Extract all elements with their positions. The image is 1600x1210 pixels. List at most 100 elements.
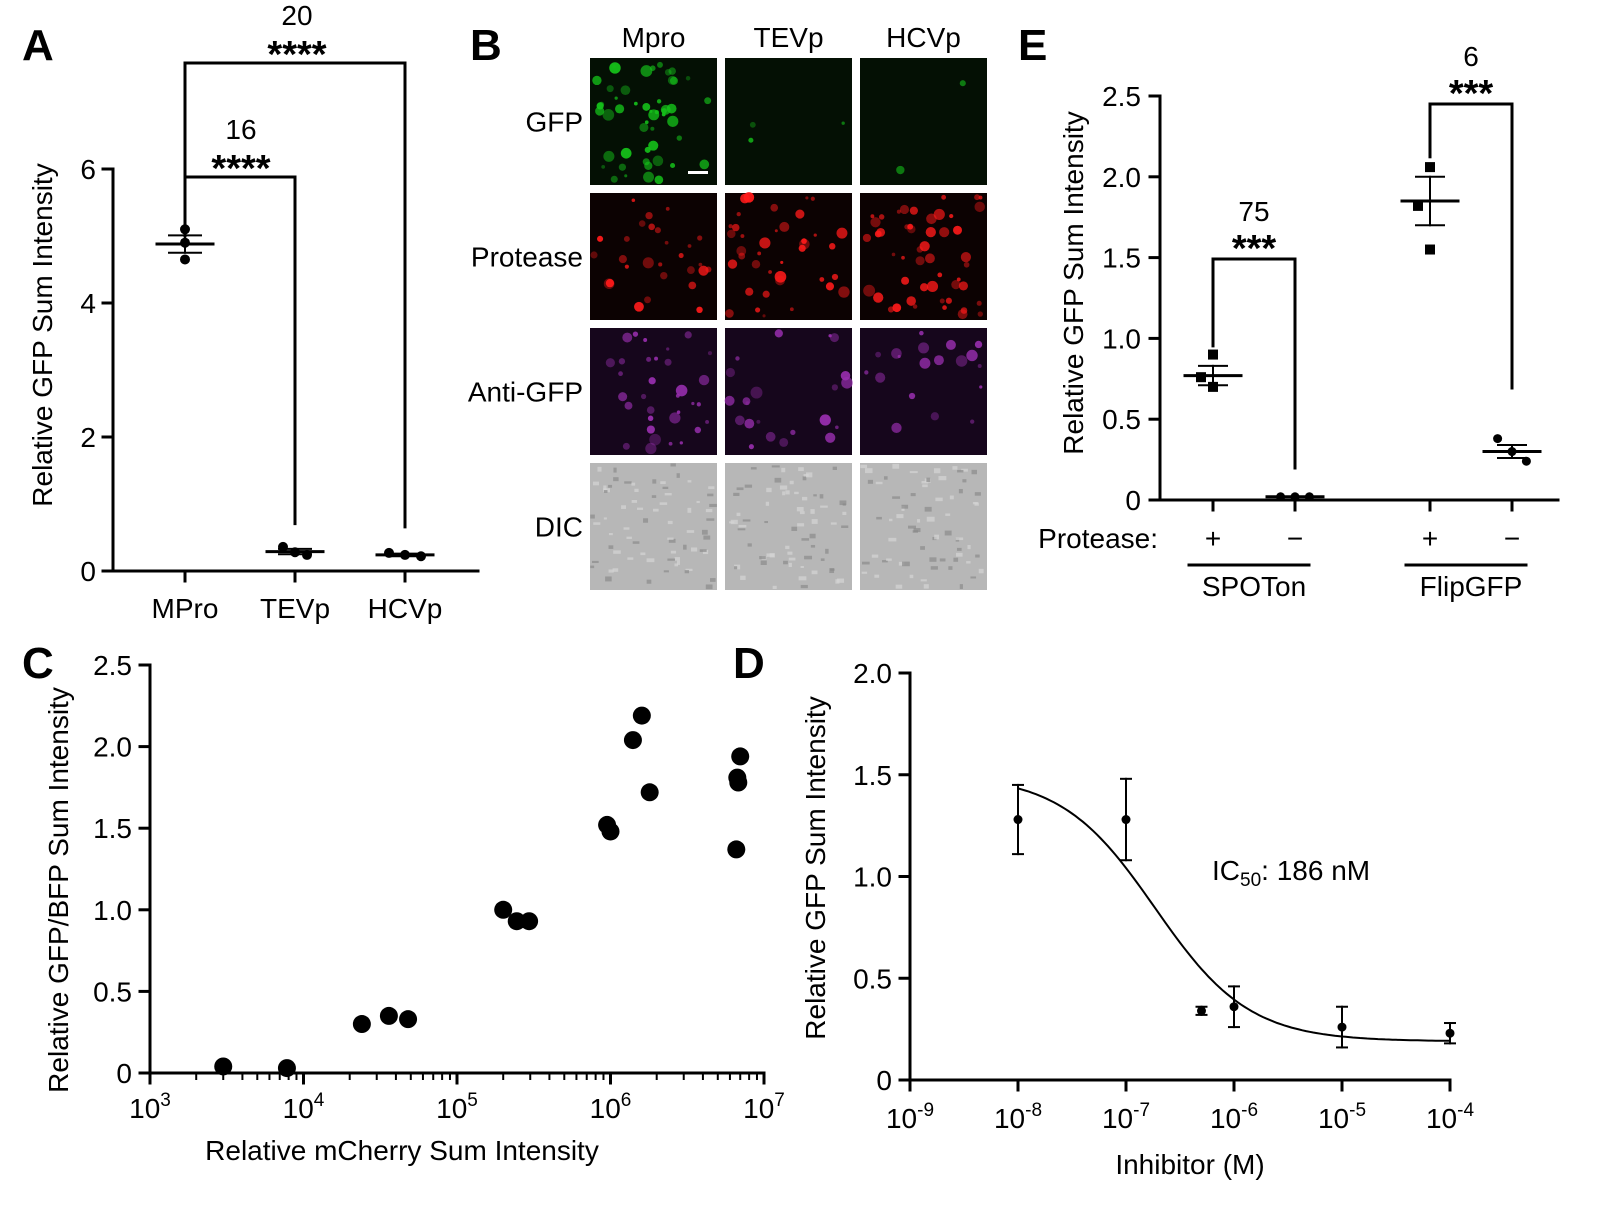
panel-b-dic-texture: [766, 487, 772, 493]
panel-b-dic-texture: [703, 535, 711, 540]
panel-b-dic-texture: [920, 579, 927, 582]
panel-b-image-gfp-mpro: [590, 58, 717, 185]
panel-b-cell-signal: [638, 220, 646, 227]
panel-b-cell-signal: [745, 401, 750, 406]
panel-b-cell-signal: [960, 307, 968, 314]
panel-b-dic-texture: [955, 537, 964, 541]
panel-c-x-tick-label-exp: 4: [314, 1090, 325, 1111]
panel-d-x-axis-label: Inhibitor (M): [1115, 1149, 1264, 1180]
panel-b-cell-signal: [963, 261, 970, 268]
panel-b-dic-texture: [729, 521, 735, 524]
panel-b-dic-texture: [592, 481, 599, 486]
panel-b-cell-signal: [798, 244, 806, 252]
panel-b-dic-texture: [771, 465, 780, 468]
panel-b-dic-texture: [591, 560, 599, 564]
panel-b-cell-signal: [755, 307, 761, 313]
panel-b-letter: B: [470, 21, 502, 70]
panel-b-cell-signal: [647, 415, 654, 422]
panel-b-dic-texture: [883, 476, 888, 480]
panel-e-point-circle: [1290, 492, 1300, 502]
panel-b-cell-signal: [736, 211, 741, 217]
panel-b-dic-texture: [736, 487, 744, 491]
panel-c-y-tick-label: 1.0: [93, 895, 132, 926]
panel-b-cell-signal: [648, 377, 656, 385]
panel-b-dic-texture: [667, 537, 674, 540]
panel-b-cell-signal: [831, 273, 839, 281]
panel-b-dic-texture: [896, 514, 904, 519]
panel-b-cell-signal: [774, 270, 787, 283]
panel-b-cell-signal: [669, 76, 678, 85]
panel-b-dic-texture: [690, 547, 698, 552]
panel-b-cell-signal: [696, 306, 703, 314]
panel-e-fold-label: 6: [1463, 41, 1479, 72]
panel-b-dic-texture: [909, 574, 914, 579]
panel-b-cell-signal: [828, 334, 832, 338]
panel-b-cell-signal: [740, 234, 745, 239]
panel-b-cell-signal: [937, 272, 943, 278]
panel-b-cell-signal: [688, 281, 697, 290]
panel-b-dic-texture: [674, 563, 678, 567]
panel-b-dic-texture: [800, 566, 804, 569]
panel-b-dic-texture: [652, 479, 657, 484]
panel-b-dic-texture: [626, 536, 632, 539]
panel-e-protease-row-label: Protease:: [1038, 523, 1158, 554]
panel-b-dic-texture: [949, 495, 954, 500]
panel-c-point: [494, 900, 513, 919]
panel-b-cell-signal: [618, 358, 626, 365]
panel-c-x-tick-label-base: 10: [129, 1093, 160, 1124]
panel-b-dic-texture: [865, 468, 873, 474]
panel-b-dic-texture: [901, 504, 909, 509]
panel-b-dic-texture: [957, 469, 964, 473]
panel-a-category-label: TEVp: [260, 593, 330, 624]
panel-a-y-tick-label: 2: [80, 422, 96, 453]
panel-b-cell-signal: [926, 213, 937, 225]
panel-b-dic-texture: [788, 562, 792, 568]
panel-b-dic-texture: [670, 550, 677, 554]
panel-a-point: [384, 547, 394, 558]
panel-d-x-tick-label-base: 10: [1210, 1103, 1241, 1134]
panel-b-cell-signal: [805, 196, 809, 200]
panel-b-cell-signal: [799, 238, 810, 250]
panel-b-dic-texture: [659, 502, 668, 505]
panel-b-dic-texture: [676, 473, 680, 478]
panel-b-cell-signal: [901, 276, 910, 285]
panel-b-dic-texture: [970, 576, 977, 579]
panel-b-cell-signal: [603, 150, 615, 162]
panel-b-cell-signal: [906, 296, 916, 306]
panel-b-dic-texture: [810, 509, 815, 514]
panel-c-x-tick-label-exp: 3: [160, 1090, 171, 1111]
panel-b-cell-signal: [951, 280, 961, 290]
panel-b-cell-signal: [707, 351, 713, 356]
panel-b-cell-signal: [974, 194, 980, 201]
panel-b-cell-signal: [667, 75, 677, 85]
panel-c-point: [727, 840, 746, 859]
panel-b-dic-texture: [810, 544, 816, 548]
panel-b-cell-signal: [918, 342, 930, 354]
panel-b-dic-texture: [805, 472, 813, 478]
panel-b-dic-texture: [800, 584, 808, 589]
panel-b-dic-texture: [929, 557, 937, 562]
panel-b-cell-signal: [875, 372, 886, 383]
panel-b-cell-signal: [870, 214, 875, 219]
panel-b-cell-signal: [841, 377, 853, 389]
panel-b-dic-texture: [913, 528, 921, 533]
panel-b-cell-signal: [642, 102, 651, 111]
panel-b-cell-signal: [658, 262, 663, 267]
panel-b-dic-texture: [829, 568, 835, 574]
panel-b-dic-texture: [797, 523, 805, 527]
panel-b-dic-texture: [668, 538, 676, 543]
panel-b-dic-texture: [667, 520, 673, 525]
panel-b-cell-signal: [670, 162, 676, 169]
panel-b-cell-signal: [904, 224, 910, 230]
panel-b-cell-signal: [825, 282, 835, 291]
panel-b-cell-signal: [841, 121, 845, 125]
panel-a-significance-stars: ****: [267, 34, 326, 76]
panel-b-dic-texture: [634, 488, 639, 493]
panel-b-cell-signal: [633, 101, 638, 106]
panel-b-dic-texture: [663, 570, 669, 573]
panel-b-cell-signal: [643, 171, 655, 183]
panel-b-cell-signal: [919, 241, 930, 252]
panel-b-cell-signal: [650, 126, 655, 131]
panel-b-dic-texture: [779, 485, 788, 490]
panel-b-cell-signal: [691, 401, 695, 406]
